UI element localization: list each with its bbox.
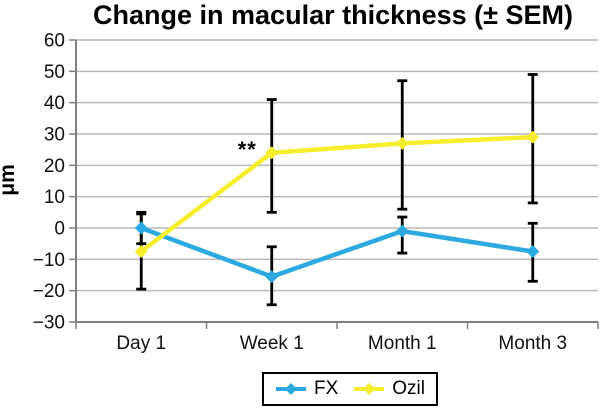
y-tick-label: 10 xyxy=(44,187,65,208)
y-tick-label: 20 xyxy=(44,156,65,177)
ozil-line-marker-icon xyxy=(354,383,385,395)
data-point-fx xyxy=(134,221,148,235)
data-point-ozil xyxy=(265,146,279,160)
data-point-fx xyxy=(265,270,279,284)
x-tick-label: Month 1 xyxy=(368,333,437,354)
data-point-fx xyxy=(526,245,540,258)
y-tick-label: 30 xyxy=(44,125,65,146)
legend-item-fx: FX xyxy=(275,378,338,400)
x-tick-label: Week 1 xyxy=(240,333,304,354)
legend-item-ozil: Ozil xyxy=(353,378,425,400)
data-point-ozil xyxy=(526,130,540,144)
x-tick-label: Day 1 xyxy=(116,333,166,354)
x-tick-label: Month 3 xyxy=(498,333,567,354)
y-tick-label: −10 xyxy=(33,250,65,271)
significance-annotation: ** xyxy=(237,136,257,162)
data-point-fx xyxy=(395,224,409,238)
fx-line-marker-icon xyxy=(276,383,306,395)
y-tick-label: −30 xyxy=(33,313,65,334)
legend-label-fx: FX xyxy=(314,378,339,399)
data-point-ozil xyxy=(395,136,409,150)
y-tick-label: −20 xyxy=(33,281,65,302)
series-line-ozil xyxy=(139,134,535,254)
chart-title: Change in macular thickness (± SEM) xyxy=(93,0,573,30)
legend-label-ozil: Ozil xyxy=(392,378,426,399)
y-tick-label: 50 xyxy=(44,62,65,83)
y-tick-label: 0 xyxy=(54,219,65,240)
y-tick-label: 60 xyxy=(44,31,65,52)
y-tick-label: 40 xyxy=(44,93,65,114)
series-line-fx xyxy=(139,225,535,279)
legend: FX Ozil xyxy=(262,372,439,406)
data-point-ozil xyxy=(134,245,148,258)
